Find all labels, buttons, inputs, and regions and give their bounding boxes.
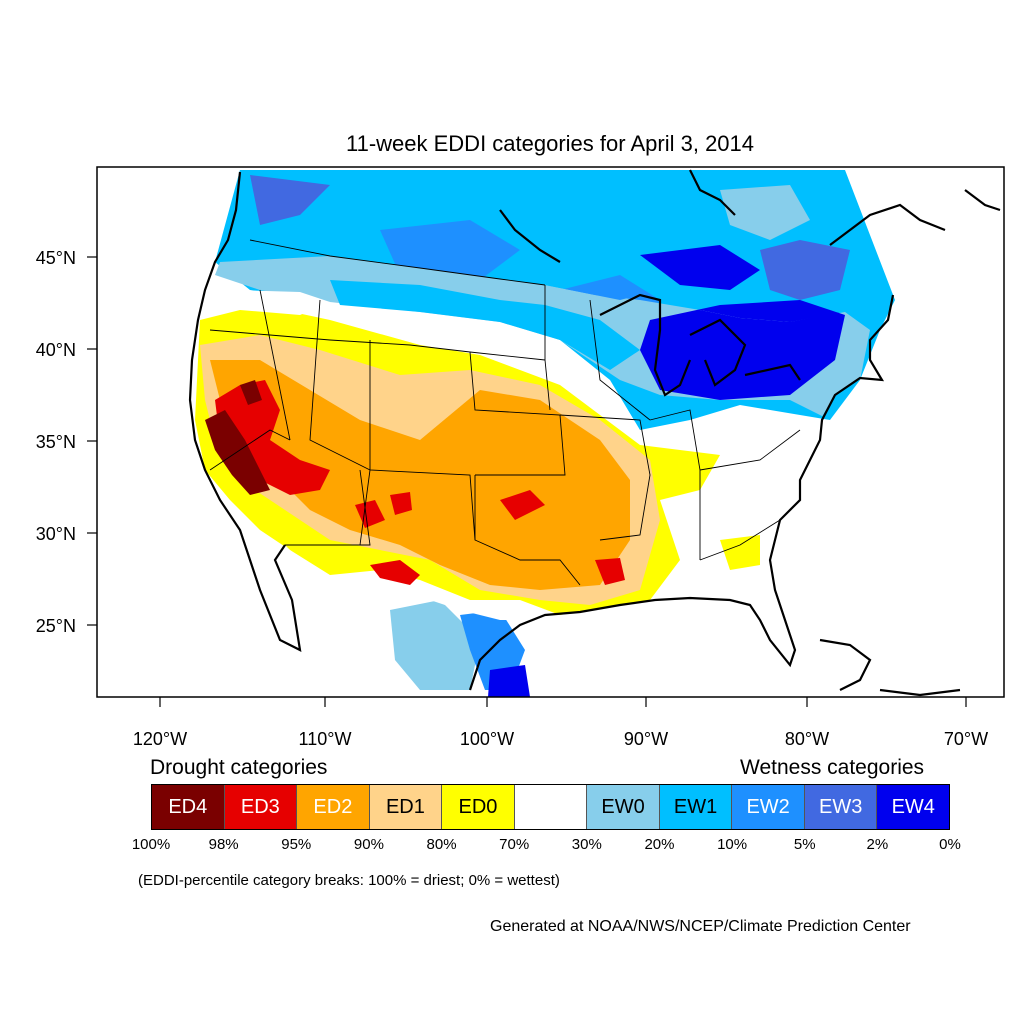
- region-ew2-north-plains: [380, 220, 520, 280]
- longitude-axis: 120°W 110°W 100°W 90°W 80°W 70°W: [133, 697, 988, 749]
- drought-header: Drought categories: [150, 756, 328, 779]
- lon-label: 110°W: [299, 729, 352, 749]
- lon-label: 80°W: [785, 729, 829, 749]
- region-ew3-northeast: [760, 240, 850, 300]
- lon-label: 120°W: [133, 729, 187, 749]
- lat-label: 45°N: [36, 248, 76, 268]
- legend-box-ew4: EW4: [877, 785, 950, 829]
- region-ed3-louisiana: [595, 558, 625, 585]
- region-ed3-oklahoma: [500, 490, 545, 520]
- region-ed2: [210, 360, 630, 590]
- region-ed3-new-mexico: [390, 492, 412, 515]
- legend-box-ew1: EW1: [659, 785, 733, 829]
- wetness-header: Wetness categories: [740, 756, 925, 779]
- percentile-break-label: 20%: [644, 836, 675, 853]
- lat-label: 25°N: [36, 616, 76, 636]
- percentile-break-label: 95%: [281, 836, 312, 853]
- category-note: (EDDI-percentile category breaks: 100% =…: [138, 872, 560, 889]
- region-ew0-hudson: [720, 185, 810, 240]
- region-ew1-northern-plains: [330, 280, 640, 370]
- plot-frame: [96, 166, 1005, 698]
- percentile-break-label: 2%: [866, 836, 889, 853]
- eddi-map: 45°N 40°N 35°N 30°N 25°N 120°W 110°W 100°W 90°W…: [36, 166, 1005, 749]
- lat-label: 30°N: [36, 524, 76, 544]
- percentile-break-label: 5%: [793, 836, 816, 853]
- region-neutral-northwest: [230, 290, 330, 315]
- percentile-break-label: 80%: [426, 836, 457, 853]
- credit-line: Generated at NOAA/NWS/NCEP/Climate Predi…: [490, 918, 911, 935]
- legend-box-ew2: EW2: [732, 785, 805, 829]
- region-ew4-gulf: [488, 665, 530, 697]
- percentile-break-label: 98%: [208, 836, 239, 853]
- legend-box-ed0: ED0: [442, 785, 515, 829]
- region-ed0-southeast: [720, 535, 760, 570]
- legend-box-ew0: EW0: [587, 785, 660, 829]
- lon-label: 100°W: [460, 729, 514, 749]
- map-title: 11-week EDDI categories for April 3, 201…: [345, 131, 755, 156]
- region-ew4-ontario: [640, 245, 760, 290]
- lon-label: 90°W: [624, 729, 668, 749]
- region-ed3-arizona: [355, 500, 385, 528]
- coastlines: [188, 169, 1001, 697]
- legend-box-ed4: ED4: [152, 785, 225, 829]
- legend-box-ed2: ED2: [297, 785, 370, 829]
- legend-box-ew3: EW3: [804, 785, 878, 829]
- region-ew3-northwest: [250, 175, 330, 225]
- region-ew0-mexico: [390, 600, 480, 690]
- percentile-break-label: 10%: [717, 836, 748, 853]
- percentile-break-label: 70%: [499, 836, 530, 853]
- legend-box-neutral: [514, 785, 588, 829]
- eddi-field: [188, 169, 1001, 697]
- lat-label: 35°N: [36, 432, 76, 452]
- legend-box-ed3: ED3: [224, 785, 298, 829]
- percentile-break-label: 90%: [353, 836, 384, 853]
- state-boundaries: [209, 239, 801, 586]
- lon-label: 70°W: [944, 729, 988, 749]
- region-ed4-nevada: [240, 380, 262, 405]
- percentile-break-label: 100%: [131, 836, 171, 853]
- region-ed4-california: [205, 410, 270, 495]
- category-legend: ED4 ED3 ED2 ED1 ED0 EW0 EW1 EW2 EW3 EW4: [151, 784, 950, 830]
- latitude-axis: 45°N 40°N 35°N 30°N 25°N: [36, 248, 97, 636]
- lat-label: 40°N: [36, 340, 76, 360]
- percentile-break-label: 0%: [939, 836, 961, 853]
- legend-box-ed1: ED1: [369, 785, 443, 829]
- region-ed3-west-texas: [370, 560, 420, 585]
- percentile-break-label: 30%: [571, 836, 602, 853]
